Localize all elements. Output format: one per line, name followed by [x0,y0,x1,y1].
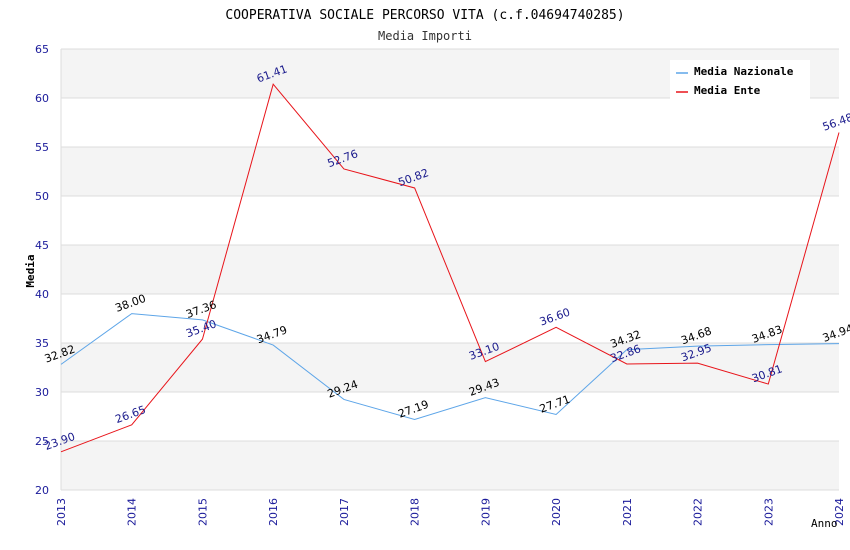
x-tick-label: 2014 [126,498,139,526]
series-lines [60,83,840,453]
x-tick-label: 2019 [479,498,492,526]
series-line-media-nazionale [60,313,840,421]
y-tick-label: 65 [35,43,49,56]
y-tick-label: 20 [35,484,49,497]
x-tick-label: 2018 [409,498,422,526]
data-label: 27.71 [538,393,572,416]
data-label: 56.48 [821,111,850,134]
y-tick-label: 60 [35,92,49,105]
data-label: 26.65 [114,403,148,426]
chart-subtitle: Media Importi [378,29,472,43]
x-tick-label: 2020 [550,498,563,526]
data-label: 34.83 [750,323,784,346]
grid-bands [61,49,839,490]
x-tick-label: 2024 [833,498,846,526]
x-tick-label: 2023 [762,498,775,526]
legend: Media Nazionale Media Ente [670,60,810,102]
y-tick-label: 50 [35,190,49,203]
legend-label-media-ente: Media Ente [694,84,761,97]
x-tick-label: 2016 [267,498,280,526]
x-tick-label: 2022 [692,498,705,526]
x-tick-labels: 2013 2014 2015 2016 2017 2018 2019 2020 2021 2022… [55,498,846,526]
y-tick-label: 35 [35,337,49,350]
grid-band [61,441,839,490]
data-label: 38.00 [114,292,148,315]
grid-band [61,147,839,196]
y-tick-labels: 20 25 30 35 40 45 50 55 60 65 [35,43,49,497]
series-line-media-ente [60,83,840,453]
y-tick-label: 45 [35,239,49,252]
y-tick-label: 40 [35,288,49,301]
grid-band [61,343,839,392]
y-axis-label: Media [24,254,37,287]
legend-box [670,60,810,102]
chart-title: COOPERATIVA SOCIALE PERCORSO VITA (c.f.0… [225,8,624,23]
x-tick-label: 2017 [338,498,351,526]
x-tick-label: 2015 [196,498,209,526]
grid-lines [61,48,839,491]
x-axis-label: Anno [811,517,838,530]
x-tick-label: 2021 [621,498,634,526]
grid-band [61,245,839,294]
data-label: 34.94 [821,322,850,345]
y-tick-label: 30 [35,386,49,399]
y-tick-label: 55 [35,141,49,154]
data-label: 36.60 [538,306,572,329]
data-label: 27.19 [396,398,430,421]
x-tick-label: 2013 [55,498,68,526]
y-tick-label: 25 [35,435,49,448]
legend-label-media-nazionale: Media Nazionale [694,65,794,78]
